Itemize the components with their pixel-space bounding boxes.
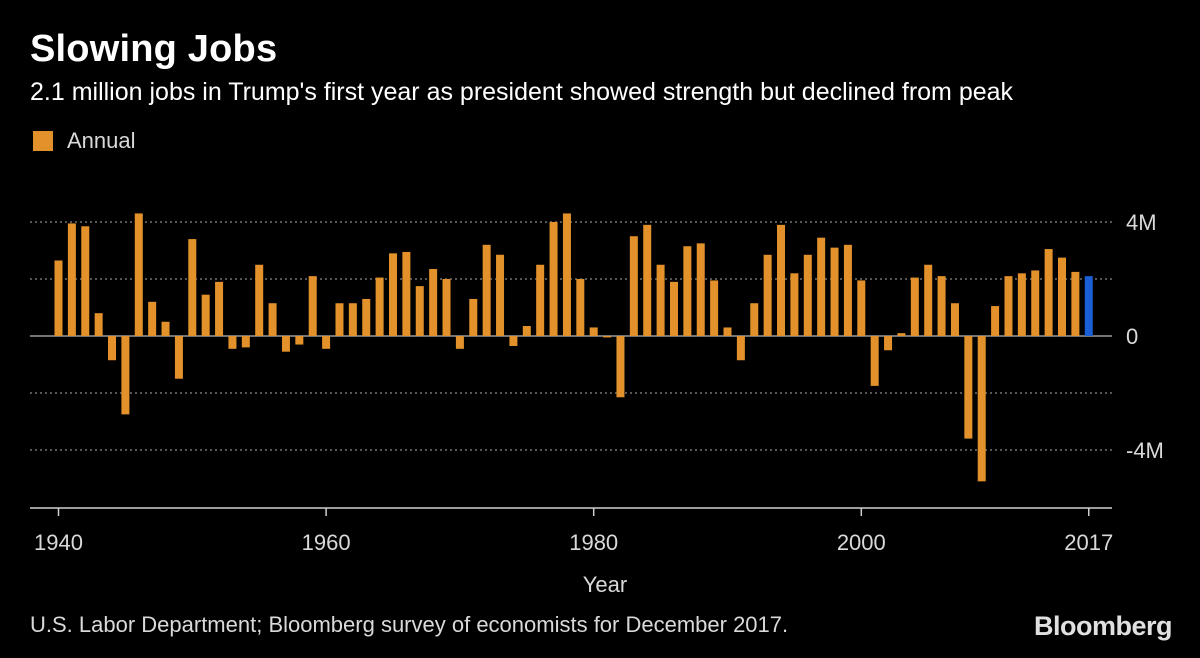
- bar-1992: [750, 303, 759, 336]
- source-note: U.S. Labor Department; Bloomberg survey …: [30, 612, 789, 637]
- chart-legend: Annual: [33, 128, 136, 154]
- bar-1965: [389, 253, 397, 336]
- bar-1993: [763, 254, 772, 336]
- bar-1971: [469, 298, 478, 336]
- bar-1963: [362, 298, 371, 336]
- bar-1995: [790, 273, 799, 336]
- bar-1945: [121, 336, 130, 415]
- bar-1996: [803, 254, 812, 336]
- bar-1994: [777, 224, 786, 336]
- bar-2015: [1058, 257, 1066, 337]
- bar-1990: [723, 327, 732, 336]
- bar-1964: [375, 277, 384, 336]
- y-tick-label: 0: [1126, 324, 1138, 349]
- bar-1942: [81, 226, 90, 336]
- bar-1980: [589, 327, 598, 336]
- bar-1977: [549, 222, 558, 336]
- bar-1997: [817, 237, 826, 336]
- bar-1974: [509, 336, 518, 346]
- bar-1952: [215, 281, 224, 336]
- bar-2004: [910, 277, 919, 336]
- x-tick-label-2017: 2017: [1064, 530, 1113, 555]
- bar-2016: [1071, 271, 1080, 337]
- bloomberg-logo: Bloomberg: [1033, 611, 1173, 641]
- x-tick-label-1980: 1980: [569, 530, 618, 555]
- bar-1970: [455, 336, 464, 349]
- bar-1954: [241, 336, 250, 348]
- x-tick-label-1940: 1940: [34, 530, 83, 555]
- bar-2011: [1004, 276, 1013, 336]
- bar-1985: [656, 264, 665, 336]
- bar-1957: [281, 336, 290, 352]
- bar-1981: [603, 336, 612, 338]
- y-tick-label: 4M: [1126, 210, 1157, 235]
- x-tick-label-1960: 1960: [302, 530, 351, 555]
- bar-1967: [415, 286, 424, 337]
- bar-2001: [870, 336, 879, 386]
- bar-1946: [134, 213, 143, 336]
- bar-2017: [1084, 276, 1093, 336]
- bar-1978: [562, 213, 571, 336]
- bar-2003: [897, 333, 906, 336]
- bar-2007: [950, 303, 959, 336]
- bar-1982: [616, 336, 625, 398]
- bar-1959: [308, 276, 317, 336]
- bar-1984: [643, 224, 652, 336]
- bar-1961: [335, 303, 344, 336]
- bar-1989: [710, 280, 719, 336]
- bar-1987: [683, 246, 692, 336]
- chart-subtitle: 2.1 million jobs in Trump's first year a…: [30, 78, 1014, 106]
- bar-2014: [1044, 249, 1053, 336]
- bar-1973: [496, 254, 505, 336]
- bar-1968: [429, 269, 438, 336]
- legend-swatch-annual: [33, 131, 53, 151]
- bar-1948: [161, 321, 170, 336]
- bar-1943: [94, 313, 103, 336]
- bar-1972: [482, 244, 491, 336]
- bar-1962: [348, 303, 357, 336]
- bar-1986: [669, 281, 678, 336]
- bar-1940: [54, 260, 63, 336]
- bar-1953: [228, 336, 237, 349]
- bar-1941: [67, 223, 76, 336]
- bar-2005: [924, 264, 933, 336]
- bar-1969: [442, 279, 451, 336]
- bar-1998: [830, 247, 839, 336]
- bar-2008: [964, 336, 973, 439]
- bar-1958: [295, 336, 304, 345]
- chart-title: Slowing Jobs: [30, 28, 278, 70]
- bar-1976: [536, 264, 545, 336]
- bar-1950: [188, 239, 197, 336]
- x-axis-label: Year: [583, 572, 627, 597]
- bar-2002: [884, 336, 893, 351]
- bar-1949: [174, 336, 183, 379]
- bar-2009: [977, 336, 986, 482]
- bar-1947: [148, 301, 157, 336]
- bar-2012: [1017, 273, 1026, 336]
- bar-1983: [629, 236, 638, 336]
- bar-1955: [255, 264, 264, 336]
- bar-2013: [1031, 270, 1040, 336]
- bar-2006: [937, 276, 946, 336]
- x-tick-label-2000: 2000: [837, 530, 886, 555]
- bar-1991: [736, 336, 745, 361]
- bar-2010: [991, 306, 1000, 336]
- bar-2000: [857, 280, 866, 336]
- bar-1956: [268, 303, 277, 336]
- bar-1944: [108, 336, 117, 361]
- y-tick-label: -4M: [1126, 438, 1164, 463]
- legend-label-annual: Annual: [67, 128, 136, 153]
- bar-1975: [522, 326, 531, 336]
- bar-1966: [402, 251, 411, 336]
- bar-1951: [201, 294, 210, 336]
- bar-1960: [322, 336, 331, 349]
- bar-1999: [843, 244, 852, 336]
- bar-1979: [576, 279, 585, 336]
- bar-1988: [696, 243, 705, 337]
